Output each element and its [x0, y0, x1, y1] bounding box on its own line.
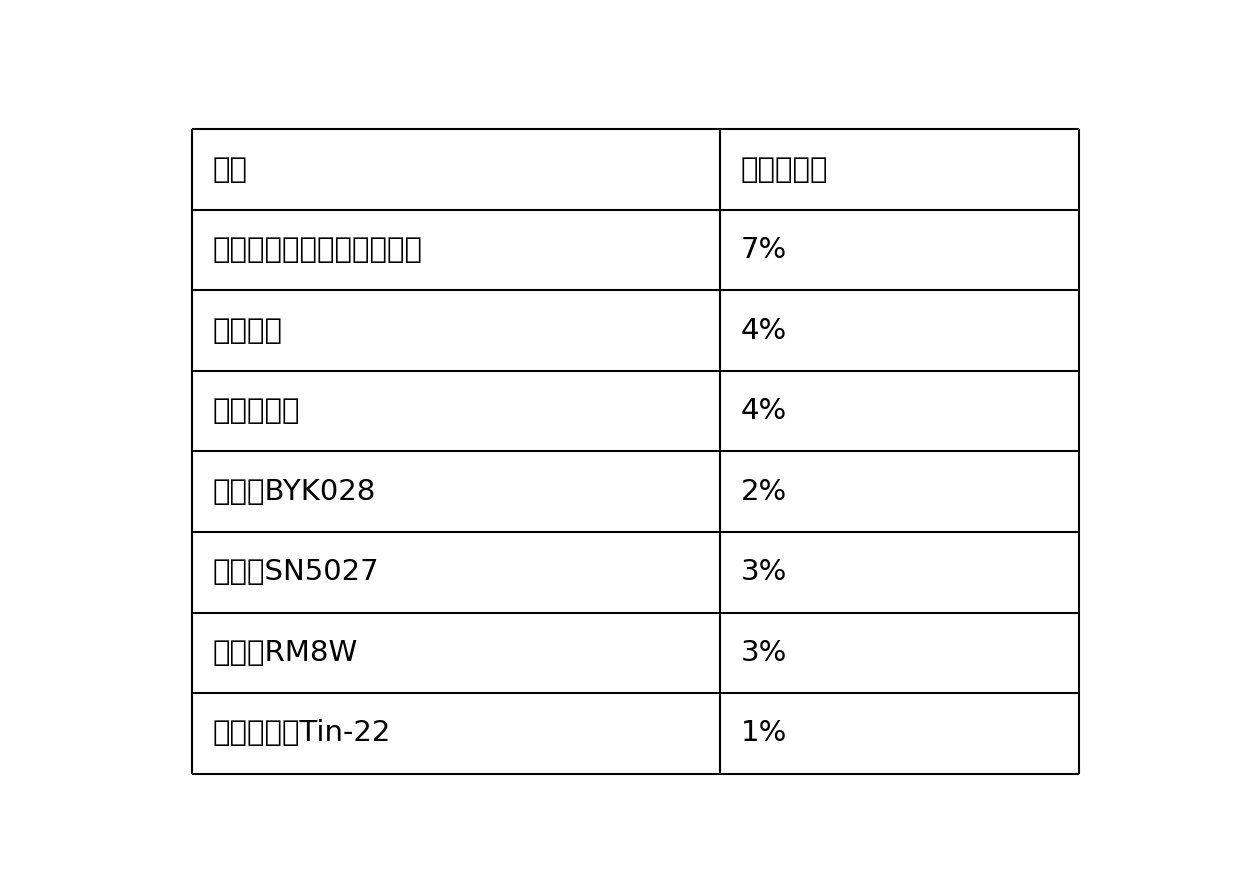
Text: 催干剂德谦Tin-22: 催干剂德谦Tin-22: [213, 720, 391, 747]
Text: 7%: 7%: [742, 236, 787, 264]
Text: 溴代正十六烷改性碳纳米管: 溴代正十六烷改性碳纳米管: [213, 236, 423, 264]
Text: 消泡剂BYK028: 消泡剂BYK028: [213, 477, 376, 506]
Text: 1%: 1%: [742, 720, 787, 747]
Text: 3%: 3%: [742, 639, 787, 667]
Text: 4%: 4%: [742, 397, 787, 426]
Text: 分散剂SN5027: 分散剂SN5027: [213, 558, 379, 586]
Text: 质量百分比: 质量百分比: [742, 156, 828, 183]
Text: 导电钛白粉: 导电钛白粉: [213, 397, 300, 426]
Text: 导电炭黑: 导电炭黑: [213, 316, 283, 345]
Text: 3%: 3%: [742, 558, 787, 586]
Text: 名称: 名称: [213, 156, 248, 183]
Text: 2%: 2%: [742, 477, 787, 506]
Text: 流变剂RM8W: 流变剂RM8W: [213, 639, 358, 667]
Text: 4%: 4%: [742, 316, 787, 345]
